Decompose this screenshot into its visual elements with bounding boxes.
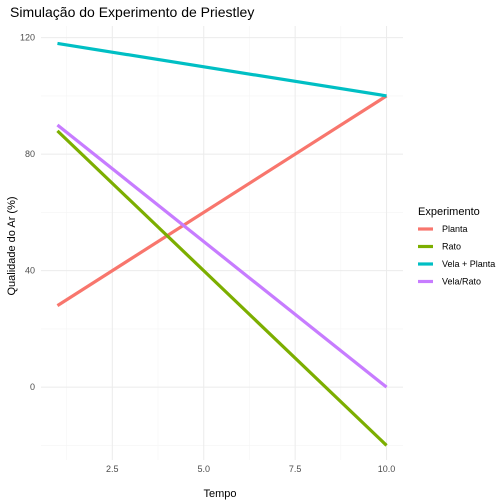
y-tick-label: 120 bbox=[20, 33, 35, 43]
x-axis-ticks: 2.5 5.0 7.5 10.0 bbox=[106, 464, 395, 474]
x-axis-title: Tempo bbox=[203, 488, 236, 500]
minor-gridlines bbox=[41, 26, 403, 460]
legend-label: Planta bbox=[442, 224, 468, 234]
y-axis-ticks: 0 40 80 120 bbox=[20, 33, 35, 393]
x-tick-label: 2.5 bbox=[106, 464, 119, 474]
series-line-rato bbox=[56, 129, 388, 447]
series-line-vela-rato bbox=[56, 123, 388, 389]
y-tick-label: 40 bbox=[25, 266, 35, 276]
legend-label: Vela/Rato bbox=[442, 277, 481, 287]
legend-title: Experimento bbox=[418, 206, 480, 218]
y-tick-label: 0 bbox=[30, 382, 35, 392]
legend-items: Planta Rato Vela + Planta Vela/Rato bbox=[418, 224, 495, 287]
plot-panel bbox=[41, 26, 403, 460]
series-lines bbox=[56, 41, 388, 447]
x-tick-label: 7.5 bbox=[289, 464, 302, 474]
legend-label: Rato bbox=[442, 242, 461, 252]
x-tick-label: 10.0 bbox=[378, 464, 396, 474]
series-line-vela-planta bbox=[57, 41, 387, 98]
y-tick-label: 80 bbox=[25, 149, 35, 159]
legend: Experimento Planta Rato Vela + Planta Vela/… bbox=[418, 206, 495, 287]
legend-label: Vela + Planta bbox=[442, 259, 495, 269]
series-line-planta bbox=[56, 94, 388, 307]
chart-title: Simulação do Experimento de Priestley bbox=[10, 4, 254, 20]
major-gridlines bbox=[41, 26, 403, 460]
x-tick-label: 5.0 bbox=[197, 464, 210, 474]
y-axis-title: Qualidade do Ar (%) bbox=[6, 196, 18, 295]
